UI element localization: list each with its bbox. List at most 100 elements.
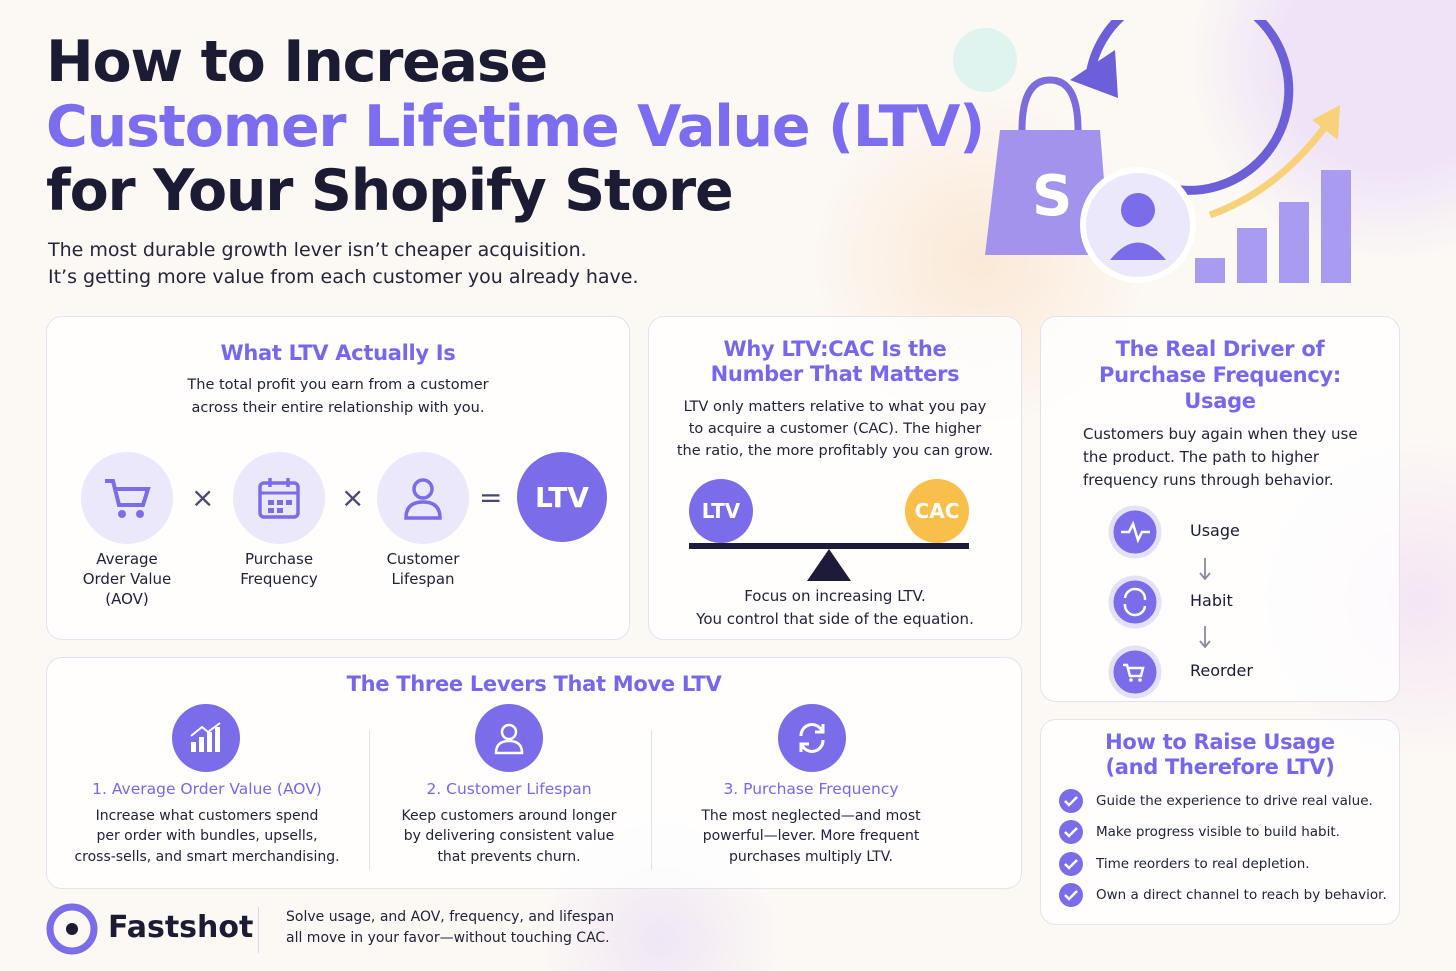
icon-shape xyxy=(799,723,825,753)
cac-weight: CAC xyxy=(905,479,969,543)
icon-shape xyxy=(412,478,434,500)
step-label: Usage xyxy=(1190,521,1240,540)
ltv-definition-card: What LTV Actually Is The total profit yo… xyxy=(46,316,630,640)
icon-shape xyxy=(1064,827,1078,838)
cycle-arrow xyxy=(1085,20,1294,195)
card-title: The Three Levers That Move LTV xyxy=(346,672,722,696)
checklist-item: Guide the experience to drive real value… xyxy=(1096,793,1373,809)
card-body-line: LTV only matters relative to what you pa… xyxy=(683,399,987,415)
icon-shape xyxy=(268,508,274,513)
footer-line: Solve usage, and AOV, frequency, and lif… xyxy=(286,909,615,925)
card-body-line: Customers buy again when they use xyxy=(1083,425,1358,443)
icon-shape xyxy=(191,742,196,752)
icon-shape xyxy=(190,722,221,752)
balance xyxy=(689,543,969,581)
icon-shape xyxy=(277,508,283,513)
checklist-item: Time reorders to real depletion. xyxy=(1096,856,1310,872)
label-line: Average xyxy=(96,550,158,568)
card-title: Usage xyxy=(1184,389,1256,413)
icon-shape xyxy=(1199,558,1211,649)
factor-label: Average Order Value (AOV) xyxy=(57,549,197,609)
icon-shape xyxy=(1108,645,1162,699)
icon-shape xyxy=(1059,883,1083,907)
checklist-item: Make progress visible to build habit. xyxy=(1096,824,1340,840)
icon-shape xyxy=(1059,852,1083,876)
lever-body-line: Keep customers around longer xyxy=(401,808,617,824)
factor-label: Customer Lifespan xyxy=(353,549,493,589)
icon-shape xyxy=(1059,789,1083,813)
operator: × xyxy=(191,481,215,514)
icon-shape xyxy=(1059,820,1083,844)
lever-title: 2. Customer Lifespan xyxy=(426,780,592,798)
raise-usage-card: How to Raise Usage (and Therefore LTV) G… xyxy=(1040,719,1400,925)
lever-body-line: cross-sells, and smart merchandising. xyxy=(74,849,340,865)
card-body-line: the product. The path to higher xyxy=(1083,448,1320,466)
card-title: (and Therefore LTV) xyxy=(1105,755,1335,779)
person-icon xyxy=(404,478,442,520)
hero-illustration: S xyxy=(953,20,1351,283)
step-label: Reorder xyxy=(1190,661,1253,680)
card-footer-line: Focus on increasing LTV. xyxy=(744,587,926,605)
card-title: Number That Matters xyxy=(710,362,960,386)
bar-deco xyxy=(1237,228,1267,283)
lever-body-line: Increase what customers spend xyxy=(95,808,319,824)
title-line: for Your Shopify Store xyxy=(46,158,734,224)
bag-logo: S xyxy=(1032,164,1072,229)
icon-shape xyxy=(66,923,78,935)
real-driver-card: The Real Driver of Purchase Frequency: U… xyxy=(1040,316,1400,702)
label-line: Purchase xyxy=(244,550,314,568)
icon-shape xyxy=(1064,890,1078,901)
operator: × xyxy=(341,481,365,514)
lever-body-line: purchases multiply LTV. xyxy=(729,849,893,865)
icon-shape xyxy=(500,723,518,741)
card-body-line: frequency runs through behavior. xyxy=(1083,471,1334,489)
subtitle-line: The most durable growth lever isn’t chea… xyxy=(48,239,587,261)
divider xyxy=(258,907,259,953)
lever-title: 1. Average Order Value (AOV) xyxy=(92,780,322,798)
card-title: What LTV Actually Is xyxy=(220,341,456,365)
lever-icon xyxy=(778,704,846,772)
label-line: Order Value xyxy=(82,570,172,588)
icon-shape xyxy=(118,510,126,518)
icon-shape xyxy=(1108,575,1162,629)
step-label: Habit xyxy=(1190,591,1233,610)
icon-shape xyxy=(199,737,204,752)
card-title: Purchase Frequency: xyxy=(1099,363,1341,387)
icon-shape xyxy=(404,500,442,520)
card-body-line: across their entire relationship with yo… xyxy=(191,400,485,416)
factor-label: Purchase Frequency xyxy=(209,549,349,589)
arrow-head xyxy=(1070,50,1118,98)
card-title: How to Raise Usage xyxy=(1105,730,1335,754)
person-body xyxy=(1110,242,1166,260)
icon-shape xyxy=(268,500,274,505)
fulcrum xyxy=(807,549,851,581)
arrow-head xyxy=(1312,105,1340,140)
icon-shape xyxy=(1064,859,1078,870)
icon-shape xyxy=(799,724,825,752)
title-line: How to Increase xyxy=(46,29,548,95)
icon-shape xyxy=(215,727,220,752)
calendar-icon xyxy=(258,478,300,519)
icon-shape xyxy=(1121,520,1150,544)
ltv-result: LTV xyxy=(517,452,607,542)
icon-shape xyxy=(46,903,98,955)
lever-body-line: by delivering consistent value xyxy=(403,828,615,844)
lever-icon xyxy=(172,704,240,772)
blob xyxy=(953,28,1017,92)
icon-shape xyxy=(277,500,283,505)
bar-deco xyxy=(1321,170,1351,283)
card-body-line: the ratio, the more profitably you can g… xyxy=(676,443,994,459)
icon-shape xyxy=(1123,663,1145,678)
footer-line: all move in your favor—without touching … xyxy=(286,930,610,946)
lever-body-line: powerful—lever. More frequent xyxy=(702,828,920,844)
ltv-cac-card: Why LTV:CAC Is the Number That Matters L… xyxy=(648,316,1022,640)
bag xyxy=(985,130,1110,255)
bag-handle xyxy=(1018,76,1082,131)
ltv-weight: LTV xyxy=(689,479,753,543)
icon-shape xyxy=(105,479,151,507)
brand-name: Fastshot xyxy=(108,910,254,945)
card-body-line: to acquire a customer (CAC). The higher xyxy=(688,421,982,437)
trend-arrow xyxy=(1208,117,1333,219)
